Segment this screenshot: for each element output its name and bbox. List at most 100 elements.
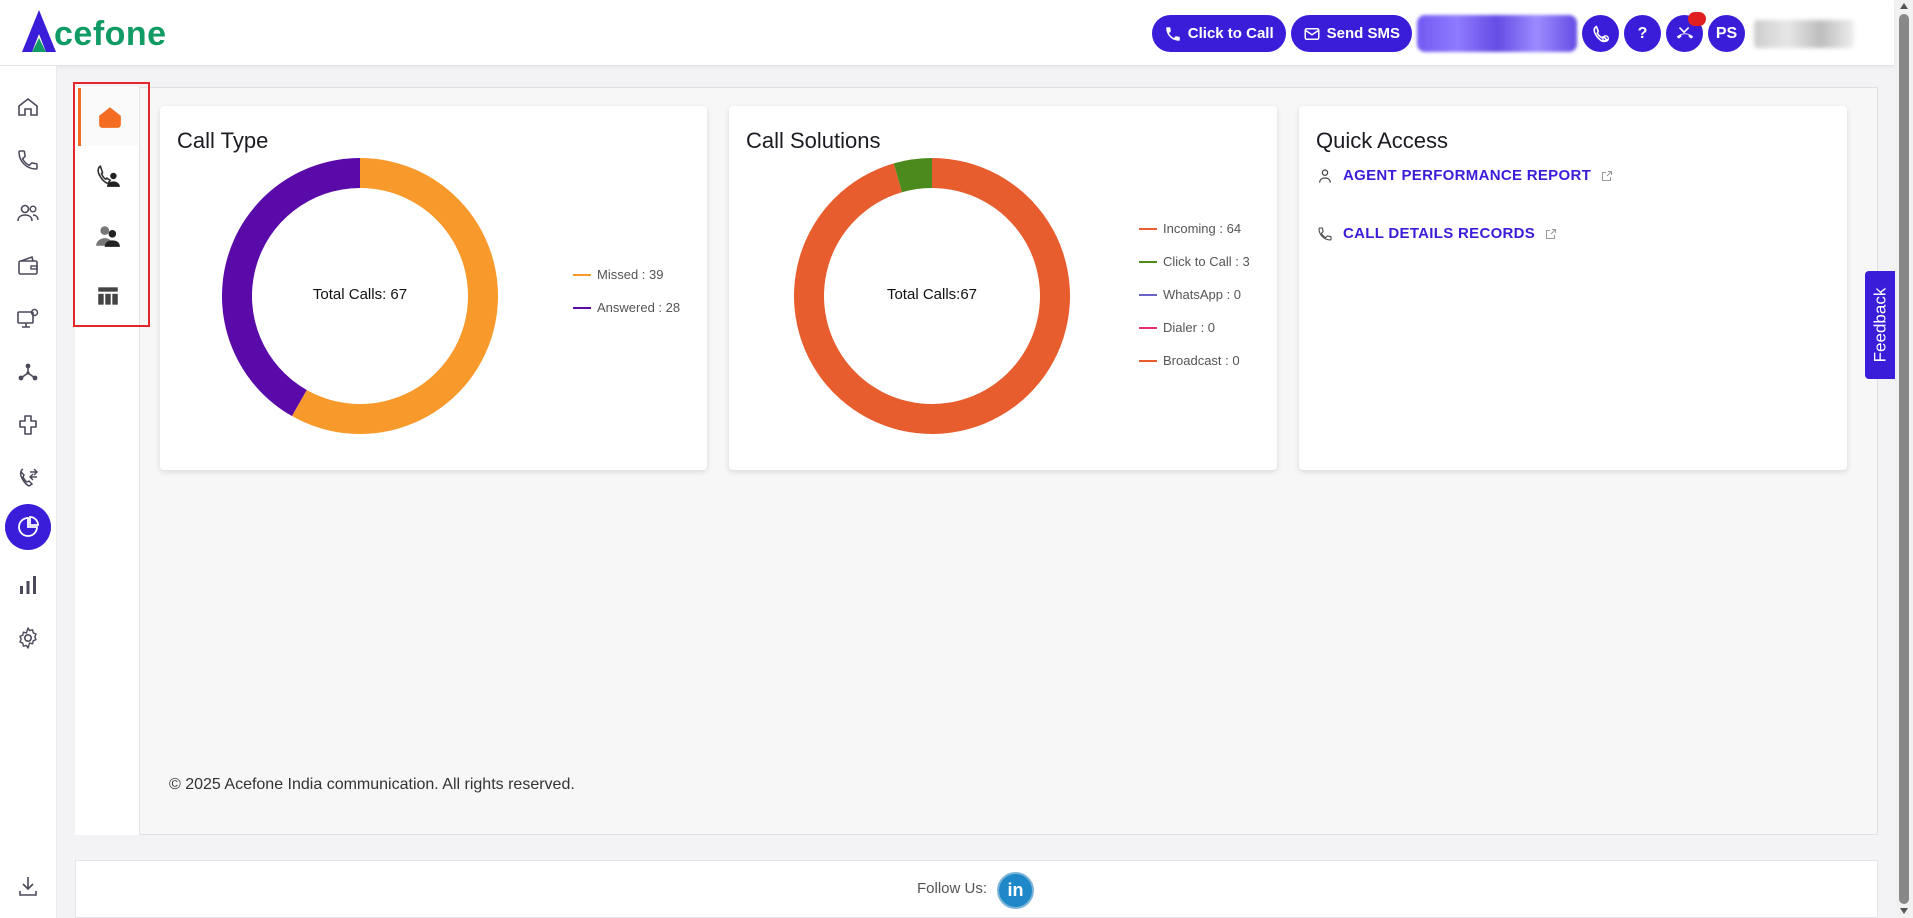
user-icon: [1319, 168, 1331, 183]
legend-item-dialer[interactable]: Dialer : 0: [1139, 311, 1250, 344]
legend-item-missed[interactable]: Missed : 39: [573, 258, 680, 291]
call-type-donut-chart: [221, 158, 498, 434]
softphone-icon: [1592, 25, 1609, 42]
legend-label: Incoming : 64: [1163, 221, 1242, 236]
legend-swatch: [1139, 326, 1157, 329]
sidebar-item-home[interactable]: [10, 89, 46, 125]
scroll-thumb[interactable]: [1899, 14, 1909, 904]
legend-item-answered[interactable]: Answered : 28: [573, 291, 680, 324]
phone-icon: [1318, 226, 1332, 241]
sidebar-item-call-routing[interactable]: [10, 460, 46, 496]
logo-mark-icon: [22, 10, 56, 52]
agent-performance-report-link[interactable]: AGENT PERFORMANCE REPORT: [1317, 167, 1613, 184]
sidebar-item-system-settings[interactable]: [10, 301, 46, 337]
donut-slice-missed[interactable]: [291, 158, 498, 434]
call-solutions-total: Total Calls:67: [886, 286, 978, 303]
sidebar-item-users[interactable]: [10, 195, 46, 231]
sidebar-item-calls[interactable]: [10, 142, 46, 178]
table-icon: [98, 287, 118, 305]
logo-text: cefone: [54, 15, 167, 53]
click-to-call-button[interactable]: Click to Call: [1151, 15, 1286, 52]
legend-item-incoming[interactable]: Incoming : 64: [1139, 212, 1250, 245]
call-solutions-card: Call Solutions Total Calls:67 Incoming :…: [729, 106, 1277, 470]
avatar-initials: PS: [1715, 24, 1738, 42]
feedback-label: Feedback: [1870, 287, 1890, 363]
user-name[interactable]: [1754, 19, 1854, 48]
copyright-text: © 2025 Acefone India communication. All …: [169, 776, 575, 793]
sidebar-item-reports[interactable]: [10, 567, 46, 603]
subnav-item-team[interactable]: [78, 207, 138, 265]
call-solutions-donut-chart: [794, 158, 1070, 435]
monitor-settings-icon: [17, 308, 39, 328]
top-header: cefone Click to Call Send SMS ? PS: [0, 0, 1894, 66]
users-group-icon: [96, 226, 120, 247]
legend-swatch: [1139, 227, 1157, 230]
sidebar-item-downloads[interactable]: [10, 868, 46, 904]
legend-label: Broadcast : 0: [1163, 353, 1240, 368]
legend-item-click-to-call[interactable]: Click to Call : 3: [1139, 245, 1250, 278]
follow-us-label: Follow Us:: [917, 880, 988, 897]
account-selector[interactable]: [1417, 15, 1577, 52]
subnav-item-agent-calls[interactable]: [78, 147, 138, 205]
external-link-icon: [1546, 228, 1557, 239]
secondary-sidebar: [75, 87, 140, 835]
bar-chart-icon: [20, 576, 36, 594]
legend-item-whatsapp[interactable]: WhatsApp : 0: [1139, 278, 1250, 311]
sidebar-item-wallet[interactable]: [10, 248, 46, 284]
phone-icon: [1166, 26, 1180, 41]
call-type-title: Call Type: [177, 128, 269, 153]
wallet-icon: [18, 255, 38, 275]
phone-agent-icon: [97, 165, 120, 187]
missed-calls-button[interactable]: [1666, 12, 1706, 52]
send-sms-label: Send SMS: [1326, 25, 1400, 42]
network-icon: [18, 363, 38, 381]
scroll-up-arrow-icon[interactable]: [1900, 3, 1908, 9]
header-actions: Click to Call Send SMS ? PS: [1151, 12, 1854, 52]
agent-performance-report-label: AGENT PERFORMANCE REPORT: [1343, 167, 1592, 184]
missed-call-icon: [1676, 26, 1693, 39]
integration-icon: [19, 415, 37, 435]
legend-swatch: [573, 273, 591, 276]
primary-sidebar: [0, 66, 57, 918]
softphone-button[interactable]: [1582, 15, 1619, 52]
sidebar-item-network[interactable]: [10, 354, 46, 390]
legend-swatch: [1139, 293, 1157, 296]
legend-swatch: [1139, 260, 1157, 263]
scroll-down-arrow-icon[interactable]: [1900, 908, 1908, 914]
call-type-total: Total Calls: 67: [312, 286, 408, 303]
quick-access-title: Quick Access: [1316, 128, 1449, 153]
help-button[interactable]: ?: [1624, 15, 1661, 52]
sidebar-item-analytics[interactable]: [5, 504, 51, 550]
call-solutions-legend: Incoming : 64 Click to Call : 3 WhatsApp…: [1139, 212, 1250, 377]
mail-icon: [1304, 27, 1320, 40]
send-sms-button[interactable]: Send SMS: [1290, 15, 1412, 52]
donut-slice-answered[interactable]: [221, 158, 360, 417]
pie-chart-icon: [18, 516, 39, 537]
external-link-icon: [1602, 170, 1613, 181]
subnav-highlight-box: [73, 82, 150, 327]
subnav-item-home[interactable]: [78, 88, 138, 146]
legend-label: Missed : 39: [597, 267, 664, 282]
sidebar-item-integrations[interactable]: [10, 407, 46, 443]
feedback-tab[interactable]: Feedback: [1865, 271, 1895, 379]
legend-label: Click to Call : 3: [1163, 254, 1250, 269]
call-details-records-link[interactable]: CALL DETAILS RECORDS: [1317, 225, 1557, 242]
page-scrollbar[interactable]: [1895, 0, 1913, 918]
donut-slice-click-to-call[interactable]: [893, 158, 932, 193]
user-avatar[interactable]: PS: [1708, 15, 1745, 52]
users-icon: [17, 204, 39, 222]
call-type-card: Call Type Total Calls: 67 Missed : 39 An…: [160, 106, 707, 470]
subnav-item-table[interactable]: [78, 267, 138, 325]
linkedin-icon[interactable]: in: [997, 872, 1034, 909]
call-details-records-label: CALL DETAILS RECORDS: [1343, 225, 1536, 242]
legend-label: Dialer : 0: [1163, 320, 1216, 335]
help-icon: ?: [1637, 24, 1648, 42]
acefone-logo[interactable]: cefone: [20, 6, 167, 54]
sidebar-item-settings[interactable]: [10, 620, 46, 656]
click-to-call-label: Click to Call: [1187, 25, 1274, 42]
gear-icon: [19, 627, 37, 649]
call-type-legend: Missed : 39 Answered : 28: [573, 258, 680, 324]
call-transfer-icon: [19, 468, 38, 487]
legend-item-broadcast[interactable]: Broadcast : 0: [1139, 344, 1250, 377]
home-icon: [18, 97, 38, 116]
